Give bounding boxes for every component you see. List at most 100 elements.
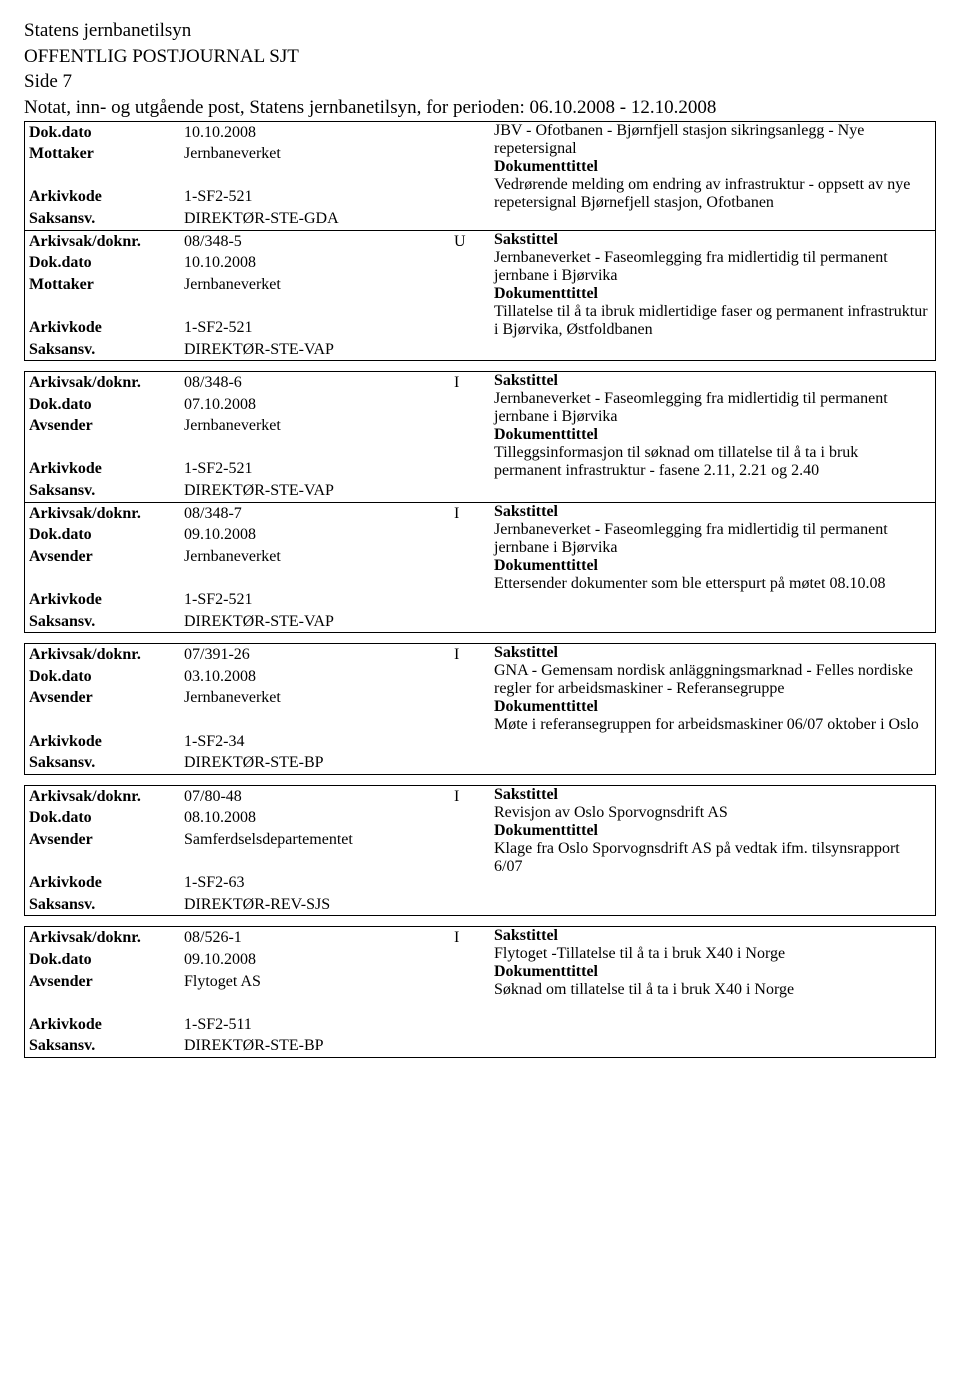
journal-entry: Arkivsak/doknr.08/526-1I Dok.dato09.10.20…: [25, 927, 935, 1057]
arkivsak-value: 07/80-48: [184, 786, 454, 808]
entry-group: Arkivsak/doknr.08/526-1I Dok.dato09.10.20…: [24, 926, 936, 1058]
dokdato-label: Dok.dato: [25, 122, 184, 144]
saksansv-value: DIREKTØR-STE-VAP: [184, 339, 454, 361]
party-value: Jernbaneverket: [184, 274, 454, 296]
io-code: I: [454, 372, 494, 394]
arkivkode-label: Arkivkode: [25, 317, 184, 339]
sakstittel-text: Jernbaneverket - Faseomlegging fra midle…: [494, 249, 929, 285]
arkivkode-label: Arkivkode: [25, 731, 184, 753]
saksansv-value: DIREKTØR-STE-VAP: [184, 480, 454, 502]
dokdato-label: Dok.dato: [25, 949, 184, 971]
dokdato-value: 07.10.2008: [184, 394, 454, 416]
saksansv-value: DIREKTØR-REV-SJS: [184, 894, 454, 916]
arkivkode-label: Arkivkode: [25, 872, 184, 894]
journal-entry: Arkivsak/doknr.08/348-7IDok.dato09.10.20…: [25, 503, 935, 633]
dokumenttittel-label: Dokumenttittel: [494, 963, 929, 981]
dokdato-value: 10.10.2008: [184, 122, 454, 144]
saksansv-label: Saksansv.: [25, 752, 184, 774]
journal-title: OFFENTLIG POSTJOURNAL SJT: [24, 44, 936, 70]
arkivsak-label: Arkivsak/doknr.: [25, 372, 184, 394]
party-value: Jernbaneverket: [184, 143, 454, 165]
journal-entry: Arkivsak/doknr.08/348-5UDok.dato10.10.20…: [25, 231, 935, 361]
dokdato-label: Dok.dato: [25, 666, 184, 688]
arkivkode-label: Arkivkode: [25, 589, 184, 611]
party-value: Samferdselsdepartementet: [184, 829, 454, 851]
dokumenttittel-text: Vedrørende melding om endring av infrast…: [494, 176, 929, 212]
arkivsak-value: 07/391-26: [184, 644, 454, 666]
arkivkode-value: 1-SF2-521: [184, 317, 454, 339]
dokumenttittel-text: Møte i referansegruppen for arbeidsmaski…: [494, 716, 929, 734]
party-value: Jernbaneverket: [184, 687, 454, 709]
arkivkode-value: 1-SF2-521: [184, 589, 454, 611]
arkivsak-value: 08/348-6: [184, 372, 454, 394]
dokdato-value: 09.10.2008: [184, 949, 454, 971]
sakstittel-label: Sakstittel: [494, 786, 929, 804]
party-label: Mottaker: [25, 274, 184, 296]
dokumenttittel-label: Dokumenttittel: [494, 698, 929, 716]
sakstittel-label: Sakstittel: [494, 372, 929, 390]
party-label: Avsender: [25, 687, 184, 709]
saksansv-label: Saksansv.: [25, 1035, 184, 1057]
arkivsak-value: 08/526-1: [184, 927, 454, 949]
sakstittel-label: Sakstittel: [494, 644, 929, 662]
journal-entry: Arkivsak/doknr.07/80-48IDok.dato08.10.20…: [25, 786, 935, 916]
dokumenttittel-text: Tilleggsinformasjon til søknad om tillat…: [494, 444, 929, 480]
party-value: Jernbaneverket: [184, 415, 454, 437]
dokumenttittel-label: Dokumenttittel: [494, 557, 929, 575]
arkivsak-label: Arkivsak/doknr.: [25, 927, 184, 949]
dokumenttittel-text: Ettersender dokumenter som ble etterspur…: [494, 575, 929, 593]
entry-group: Arkivsak/doknr.08/348-6I Dok.dato07.10.20…: [24, 371, 936, 633]
party-label: Avsender: [25, 546, 184, 568]
dokumenttittel-label: Dokumenttittel: [494, 158, 929, 176]
arkivsak-label: Arkivsak/doknr.: [25, 231, 184, 253]
org-name: Statens jernbanetilsyn: [24, 18, 936, 44]
arkivkode-value: 1-SF2-63: [184, 872, 454, 894]
io-code: U: [454, 231, 494, 253]
arkivkode-label: Arkivkode: [25, 1014, 184, 1036]
dokumenttittel-label: Dokumenttittel: [494, 285, 929, 303]
saksansv-value: DIREKTØR-STE-VAP: [184, 611, 454, 633]
sakstittel-text: Jernbaneverket - Faseomlegging fra midle…: [494, 521, 929, 557]
journal-entry: Arkivsak/doknr.08/348-6I Dok.dato07.10.20…: [25, 372, 935, 502]
io-code: I: [454, 786, 494, 808]
sakstittel-text: Flytoget -Tillatelse til å ta i bruk X40…: [494, 945, 929, 963]
arkivsak-value: 08/348-7: [184, 503, 454, 525]
dokdato-label: Dok.dato: [25, 252, 184, 274]
saksansv-label: Saksansv.: [25, 208, 184, 230]
party-label: Avsender: [25, 829, 184, 851]
entry-group: Dok.dato10.10.2008MottakerJernbaneverket…: [24, 121, 936, 362]
dokumenttittel-text: Tillatelse til å ta ibruk midlertidige f…: [494, 303, 929, 339]
party-label: Avsender: [25, 415, 184, 437]
arkivkode-value: 1-SF2-521: [184, 458, 454, 480]
io-code: I: [454, 644, 494, 666]
page-header: Statens jernbanetilsynOFFENTLIG POSTJOUR…: [24, 18, 936, 121]
saksansv-label: Saksansv.: [25, 611, 184, 633]
arkivkode-label: Arkivkode: [25, 458, 184, 480]
sakstittel-label: Sakstittel: [494, 503, 929, 521]
party-value: Flytoget AS: [184, 971, 454, 993]
dokumenttittel-text: Søknad om tillatelse til å ta i bruk X40…: [494, 981, 929, 999]
entry-group: Arkivsak/doknr.07/80-48IDok.dato08.10.20…: [24, 785, 936, 917]
arkivkode-value: 1-SF2-511: [184, 1014, 454, 1036]
sakstittel-text: Jernbaneverket - Faseomlegging fra midle…: [494, 390, 929, 426]
journal-entry: Dok.dato10.10.2008MottakerJernbaneverket…: [25, 122, 935, 230]
sakstittel-text: GNA - Gemensam nordisk anläggningsmarkna…: [494, 662, 929, 698]
saksansv-label: Saksansv.: [25, 339, 184, 361]
dokdato-label: Dok.dato: [25, 807, 184, 829]
dokdato-value: 09.10.2008: [184, 524, 454, 546]
dokdato-label: Dok.dato: [25, 394, 184, 416]
party-label: Avsender: [25, 971, 184, 993]
arkivkode-label: Arkivkode: [25, 186, 184, 208]
io-code: I: [454, 927, 494, 949]
party-value: Jernbaneverket: [184, 546, 454, 568]
saksansv-value: DIREKTØR-STE-GDA: [184, 208, 454, 230]
journal-entry: Arkivsak/doknr.07/391-26IDok.dato03.10.2…: [25, 644, 935, 774]
page-number: Side 7: [24, 69, 936, 95]
dokumenttittel-label: Dokumenttittel: [494, 426, 929, 444]
sakstittel-text: Revisjon av Oslo Sporvognsdrift AS: [494, 804, 929, 822]
arkivsak-label: Arkivsak/doknr.: [25, 644, 184, 666]
sakstittel-label: Sakstittel: [494, 231, 929, 249]
entry-group: Arkivsak/doknr.07/391-26IDok.dato03.10.2…: [24, 643, 936, 775]
arkivsak-value: 08/348-5: [184, 231, 454, 253]
sakstittel-text: JBV - Ofotbanen - Bjørnfjell stasjon sik…: [494, 122, 929, 158]
